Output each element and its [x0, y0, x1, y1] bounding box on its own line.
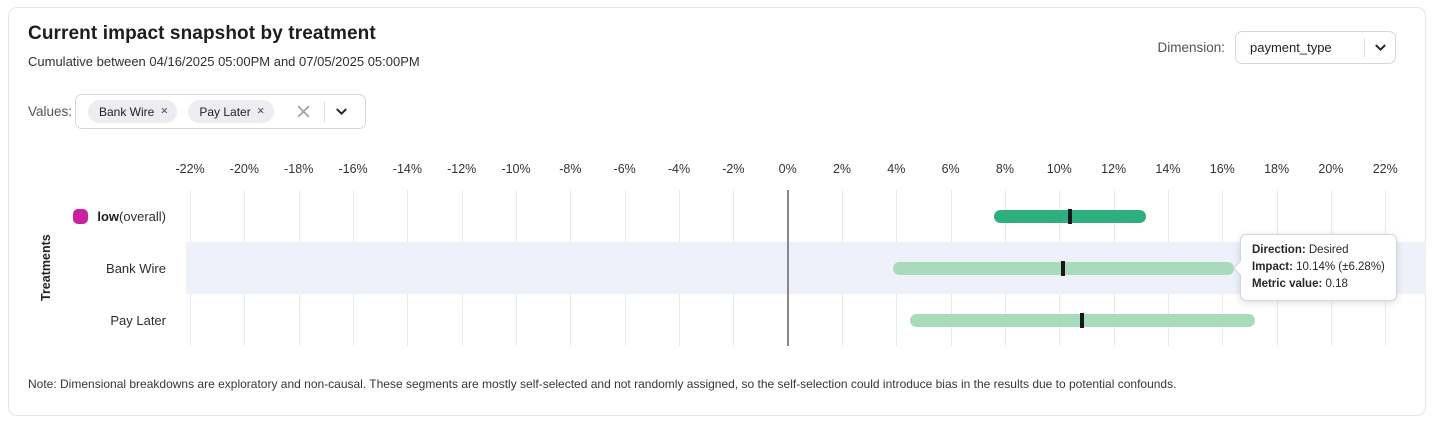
page-subtitle: Cumulative between 04/16/2025 05:00PM an… — [28, 54, 420, 69]
values-chips: Bank Wire ✕ Pay Later ✕ — [88, 100, 274, 123]
x-tick-label: -12% — [447, 162, 477, 176]
row-label: Pay Later — [110, 312, 166, 328]
dimension-control: Dimension: payment_type — [1157, 31, 1396, 64]
impact-point-tick — [1080, 312, 1085, 328]
x-tick-label: 10% — [1046, 162, 1072, 176]
dimension-select[interactable]: payment_type — [1235, 31, 1396, 64]
x-tick-label: 12% — [1101, 162, 1127, 176]
impact-interval-bar[interactable] — [994, 208, 1147, 224]
x-tick-label: 4% — [887, 162, 906, 176]
tooltip-direction-value: Desired — [1308, 244, 1349, 256]
x-tick-label: 16% — [1209, 162, 1235, 176]
tooltip-impact-value: 10.14% (±6.28%) — [1296, 261, 1385, 273]
x-tick-label: -18% — [284, 162, 314, 176]
page-title: Current impact snapshot by treatment — [28, 23, 376, 44]
x-tick-label: -22% — [175, 162, 205, 176]
impact-interval-bar[interactable] — [909, 312, 1255, 328]
tooltip-impact-label: Impact: — [1252, 261, 1293, 273]
remove-chip-icon[interactable]: ✕ — [160, 105, 169, 117]
x-tick-label: 20% — [1318, 162, 1344, 176]
row-label: Bank Wire — [106, 260, 166, 276]
value-chip-label: Pay Later — [199, 104, 251, 119]
tooltip-impact-line: Impact: 10.14% (±6.28%) — [1252, 259, 1385, 276]
value-chip[interactable]: Bank Wire ✕ — [88, 100, 178, 123]
x-tick-label: 22% — [1372, 162, 1398, 176]
tooltip-direction-label: Direction: — [1252, 244, 1306, 256]
impact-point-tick — [1061, 260, 1066, 276]
x-tick-label: -16% — [338, 162, 368, 176]
chevron-down-icon[interactable] — [329, 105, 355, 118]
dimension-label: Dimension: — [1157, 40, 1225, 55]
chart-plot-area — [186, 190, 1426, 346]
remove-chip-icon[interactable]: ✕ — [256, 105, 265, 117]
x-tick-label: -8% — [559, 162, 582, 176]
x-tick-label: -4% — [667, 162, 691, 176]
values-divider — [323, 100, 325, 123]
card-panel — [8, 7, 1426, 416]
clear-values-icon[interactable] — [296, 104, 312, 120]
row-label: low (overall) — [28, 190, 176, 242]
value-chip-label: Bank Wire — [99, 104, 155, 119]
tooltip-direction-line: Direction: Desired — [1252, 242, 1385, 259]
x-tick-label: -14% — [392, 162, 422, 176]
x-tick-label: 18% — [1264, 162, 1290, 176]
x-axis-labels: -22% -20% -18% -16% -14% -12% -10% -8% -6% -4% -2%… — [175, 162, 1426, 180]
chevron-down-icon[interactable] — [1365, 41, 1395, 54]
tooltip-metric-label: Metric value: — [1252, 278, 1323, 290]
footnote: Note: Dimensional breakdowns are explora… — [28, 377, 1177, 391]
impact-interval-bar[interactable] — [892, 260, 1234, 276]
bar-tooltip: Direction: Desired Impact: 10.14% (±6.28… — [1232, 234, 1397, 301]
values-label: Values: — [28, 104, 73, 119]
select-divider — [1364, 38, 1365, 57]
x-tick-label: 6% — [941, 162, 960, 176]
x-tick-label: 8% — [995, 162, 1015, 176]
x-tick-label: 14% — [1155, 162, 1181, 176]
x-tick-label: -6% — [613, 162, 636, 176]
x-tick-label: 0% — [778, 162, 797, 176]
dimension-selected-value: payment_type — [1250, 40, 1332, 55]
x-tick-label: -20% — [229, 162, 259, 176]
tooltip-metric-value: 0.18 — [1325, 278, 1348, 290]
zero-line — [786, 190, 789, 346]
x-tick-label: -10% — [501, 162, 531, 176]
x-tick-label: 2% — [832, 162, 852, 176]
value-chip[interactable]: Pay Later ✕ — [188, 100, 274, 123]
values-multiselect[interactable]: Bank Wire ✕ Pay Later ✕ — [75, 94, 366, 129]
tooltip-metric-line: Metric value: 0.18 — [1252, 276, 1385, 293]
x-tick-label: -2% — [722, 162, 745, 176]
impact-point-tick — [1068, 208, 1073, 224]
legend-swatch — [73, 208, 89, 224]
